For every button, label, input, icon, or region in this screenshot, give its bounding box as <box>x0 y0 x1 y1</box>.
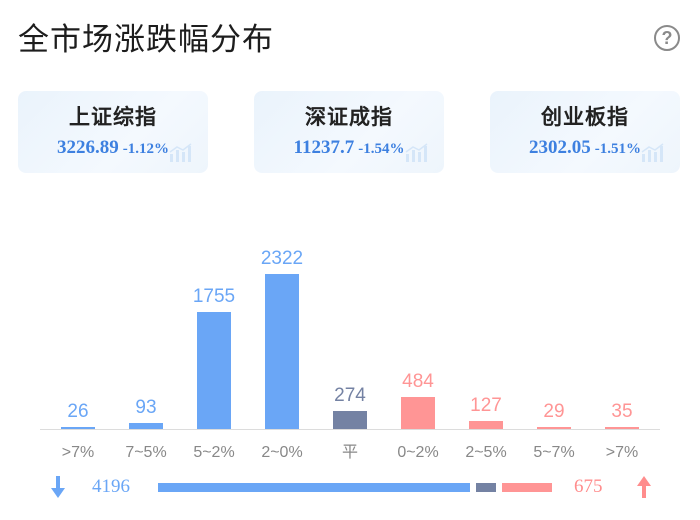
x-tick-label: 7~5% <box>125 444 166 461</box>
index-card-chinext[interactable]: 创业板指 2302.05 -1.51% <box>490 91 680 173</box>
bar-value-label: 1755 <box>193 286 235 307</box>
bar-value-label: 274 <box>334 385 366 406</box>
bar-4 <box>333 411 367 429</box>
index-name: 上证综指 <box>69 106 157 129</box>
index-value: 2302.05 <box>529 137 591 158</box>
bar-2 <box>197 312 231 429</box>
up-count: 675 <box>574 476 603 497</box>
bar-value-label: 26 <box>67 401 88 422</box>
x-tick-label: >7% <box>606 444 638 461</box>
bar-value-label: 35 <box>611 401 632 422</box>
bar-value-label: 29 <box>543 401 564 422</box>
bar-6 <box>469 421 503 429</box>
x-tick-label: 平 <box>342 444 358 461</box>
bar-1 <box>129 423 163 429</box>
index-card-shanghai[interactable]: 上证综指 3226.89 -1.12% <box>18 91 208 173</box>
bar-chart-icon <box>405 143 428 162</box>
arrow-up-icon <box>637 476 651 498</box>
bar-3 <box>265 274 299 429</box>
bar-value-label: 93 <box>135 397 156 418</box>
up-ratio-segment <box>501 483 552 492</box>
help-icon[interactable]: ? <box>654 25 680 51</box>
bar-8 <box>605 427 639 429</box>
page-title: 全市场涨跌幅分布 <box>18 22 274 57</box>
x-tick-label: >7% <box>62 444 94 461</box>
bar-chart-icon <box>169 143 192 162</box>
bar-value-label: 484 <box>402 371 434 392</box>
x-tick-label: 2~5% <box>465 444 506 461</box>
x-tick-label: 5~2% <box>193 444 234 461</box>
index-change: -1.51% <box>594 141 641 157</box>
down-ratio-segment <box>158 483 470 492</box>
flat-ratio-segment <box>475 483 496 492</box>
arrow-down-icon <box>51 476 65 498</box>
summary-bar: 4196 675 <box>0 470 700 510</box>
bar-7 <box>537 427 571 429</box>
index-card-shenzhen[interactable]: 深证成指 11237.7 -1.54% <box>254 91 444 173</box>
distribution-bar-chart: 26 >7% 93 7~5% 1755 5~2% 2322 2~0% 274 平 484 0~2% 12… <box>40 248 660 461</box>
index-change: -1.54% <box>358 141 405 157</box>
index-change: -1.12% <box>122 141 169 157</box>
bar-5 <box>401 397 435 429</box>
x-tick-label: 0~2% <box>397 444 438 461</box>
x-tick-label: 2~0% <box>261 444 302 461</box>
index-value: 11237.7 <box>293 137 355 158</box>
index-name: 创业板指 <box>541 106 629 129</box>
bar-chart-icon <box>641 143 664 162</box>
bar-value-label: 127 <box>470 395 502 416</box>
index-name: 深证成指 <box>305 106 393 129</box>
x-tick-label: 5~7% <box>533 444 574 461</box>
down-count: 4196 <box>92 476 130 497</box>
bar-value-label: 2322 <box>261 248 303 269</box>
index-value: 3226.89 <box>57 137 119 158</box>
bar-0 <box>61 427 95 429</box>
